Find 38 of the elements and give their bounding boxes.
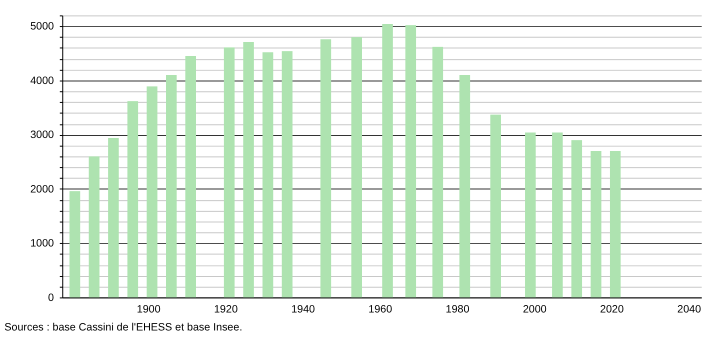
- x-tick-label: 1940: [291, 304, 316, 316]
- bar: [571, 140, 582, 298]
- bar: [282, 51, 293, 298]
- bar: [146, 86, 158, 298]
- bar: [590, 150, 602, 298]
- x-tick-label: 1900: [136, 304, 161, 316]
- y-tick-label: 3000: [30, 129, 54, 142]
- bar: [405, 25, 416, 298]
- bar: [459, 75, 470, 298]
- bar: [351, 37, 362, 298]
- x-tick-label: 1980: [446, 304, 470, 316]
- x-tick-label: 1960: [368, 304, 392, 316]
- x-tick-label: 2000: [522, 304, 547, 316]
- x-tick-label: 1920: [214, 304, 238, 316]
- x-tick-label: 2040: [677, 304, 702, 316]
- x-tick-label: 2020: [600, 304, 624, 316]
- bar: [262, 52, 274, 298]
- bar: [69, 191, 80, 298]
- bar: [88, 156, 100, 298]
- bar: [525, 132, 536, 298]
- y-tick-label: 2000: [30, 183, 54, 196]
- bar: [490, 114, 501, 298]
- bar: [243, 42, 254, 298]
- bar: [166, 75, 177, 298]
- bar: [610, 150, 621, 298]
- bar: [382, 24, 393, 298]
- y-tick-label: 4000: [30, 74, 54, 87]
- y-tick-label: 5000: [30, 20, 54, 33]
- bar: [108, 138, 119, 298]
- bar: [552, 132, 563, 298]
- y-tick-label: 0: [48, 292, 54, 304]
- bar: [224, 47, 235, 298]
- bar: [127, 101, 138, 298]
- bar: [185, 56, 196, 298]
- y-tick-label: 1000: [30, 238, 54, 250]
- bar: [320, 39, 332, 298]
- bar: [432, 46, 444, 298]
- source-note: Sources : base Cassini de l'EHESS et base Insee.: [4, 321, 242, 334]
